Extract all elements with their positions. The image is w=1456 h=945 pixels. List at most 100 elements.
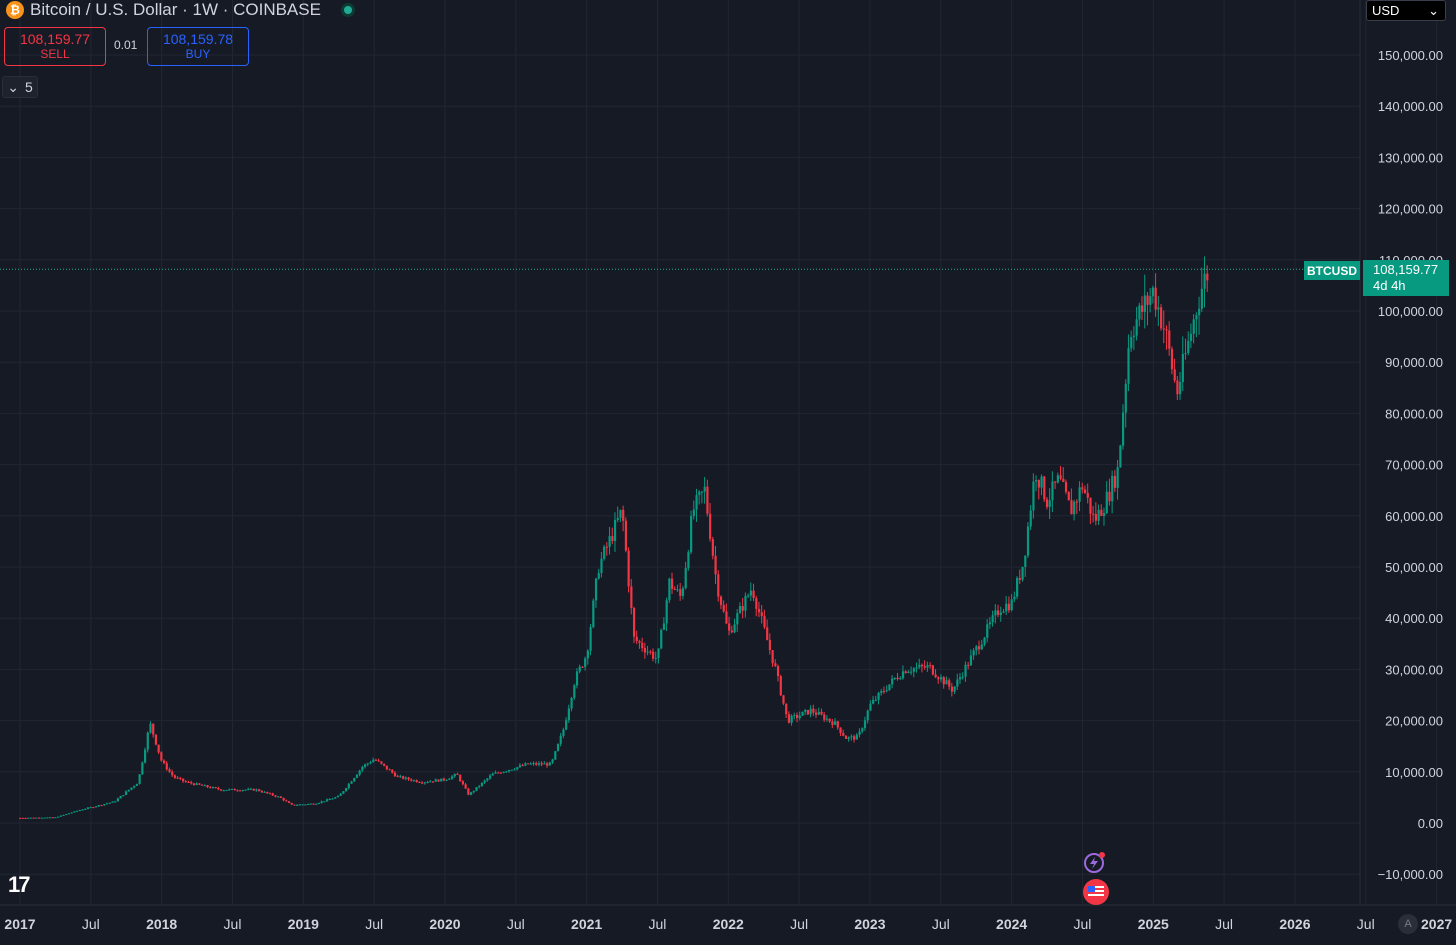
candle-body (605, 546, 609, 548)
time-tick-label: Jul (365, 916, 383, 932)
candle-body (81, 809, 84, 811)
symbol-title[interactable]: Bitcoin / U.S. Dollar · 1W · COINBASE (30, 0, 321, 19)
indicators-toggle[interactable]: ⌄ 5 (2, 76, 38, 98)
candle-body (958, 677, 962, 680)
price-tick-label: 0.00 (1418, 816, 1443, 831)
candle-body (956, 679, 959, 687)
candle-body (888, 684, 891, 691)
candle-body (540, 763, 543, 765)
symbol-header[interactable]: ₿ Bitcoin / U.S. Dollar · 1W · COINBASE (0, 0, 355, 20)
candle-body (543, 763, 546, 765)
candle-body (516, 767, 519, 770)
candle-body (1173, 369, 1176, 381)
chart-grid (0, 0, 1456, 906)
candle-body (622, 509, 625, 521)
candle-body (584, 658, 587, 667)
time-tick-label: 2022 (713, 916, 744, 932)
candle-body (961, 676, 964, 678)
candle-body (1162, 328, 1165, 330)
candle-body (135, 783, 139, 786)
buy-button[interactable]: 108,159.78 BUY (147, 27, 249, 66)
candle-body (54, 817, 57, 819)
candle-body (842, 733, 845, 736)
candle-body (809, 708, 812, 715)
candle-body (1206, 273, 1209, 281)
candle-body (1157, 307, 1160, 310)
candle-body (657, 648, 660, 658)
chevron-down-icon: ⌄ (7, 78, 19, 95)
candle-body (1130, 337, 1133, 349)
candle-body (143, 749, 147, 763)
candle-body (880, 690, 883, 693)
time-tick-label: Jul (649, 916, 667, 932)
time-tick-label: Jul (790, 916, 808, 932)
candle-body (440, 778, 443, 782)
price-tick-label: 150,000.00 (1378, 48, 1443, 63)
candle-body (508, 770, 511, 772)
candle-body (201, 784, 204, 786)
candle-body (374, 759, 378, 761)
price-tick-label: 50,000.00 (1385, 560, 1443, 575)
candle-body (236, 790, 239, 792)
time-tick-label: 2026 (1279, 916, 1310, 932)
candle-body (105, 803, 109, 805)
candle-body (228, 789, 231, 791)
candle-body (358, 770, 361, 775)
candle-body (258, 789, 261, 792)
candle-body (434, 779, 437, 782)
candle-body (285, 800, 288, 802)
candle-body (1168, 330, 1171, 349)
candle-body (592, 600, 595, 628)
candle-body (1116, 467, 1119, 488)
candle-body (692, 509, 695, 517)
auto-scale-button[interactable]: A (1398, 914, 1418, 934)
candle-body (459, 774, 462, 782)
sell-button[interactable]: 108,159.77 SELL (4, 27, 106, 66)
candle-body (776, 665, 780, 677)
candle-body (752, 590, 755, 599)
candle-body (464, 784, 467, 789)
candle-body (823, 714, 826, 720)
candle-body (393, 772, 397, 777)
candle-series (19, 256, 1209, 819)
candle-body (1192, 319, 1195, 334)
price-tick-label: 30,000.00 (1385, 662, 1443, 677)
candle-body (1200, 288, 1203, 309)
candle-body (1037, 480, 1040, 488)
candle-body (988, 622, 992, 625)
candle-body (646, 651, 649, 653)
candle-body (681, 588, 685, 596)
candle-body (551, 759, 554, 763)
candle-body (1043, 476, 1046, 500)
candle-body (1176, 380, 1179, 395)
candle-body (1160, 307, 1163, 329)
candle-body (872, 699, 875, 704)
candle-body (904, 671, 907, 673)
candle-body (1018, 578, 1021, 580)
candle-body (89, 807, 92, 809)
lightning-sparkle-icon[interactable] (1080, 851, 1108, 875)
candle-body (301, 804, 304, 806)
sell-price: 108,159.77 (19, 30, 91, 47)
market-status-icon[interactable] (340, 3, 355, 17)
candle-body (1092, 513, 1095, 515)
candle-body (239, 790, 242, 792)
candle-body (334, 797, 337, 799)
candle-body (450, 776, 454, 779)
candle-body (1151, 287, 1155, 297)
candle-body (488, 775, 492, 779)
candle-body (263, 791, 266, 793)
candle-body (431, 781, 435, 783)
candle-body (820, 711, 823, 715)
candle-body (815, 712, 818, 715)
candle-body (749, 590, 753, 596)
candle-body (1097, 509, 1100, 521)
candle-body (1113, 475, 1117, 488)
candle-body (1141, 305, 1144, 312)
candle-body (717, 574, 720, 597)
candle-body (165, 763, 168, 770)
tradingview-logo-icon[interactable]: 17 (8, 872, 31, 897)
currency-select[interactable]: USD ⌄ (1366, 0, 1446, 21)
us-flag-icon[interactable] (1083, 879, 1109, 905)
